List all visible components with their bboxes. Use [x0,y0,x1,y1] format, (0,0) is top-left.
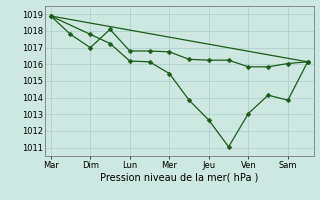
X-axis label: Pression niveau de la mer( hPa ): Pression niveau de la mer( hPa ) [100,173,258,183]
